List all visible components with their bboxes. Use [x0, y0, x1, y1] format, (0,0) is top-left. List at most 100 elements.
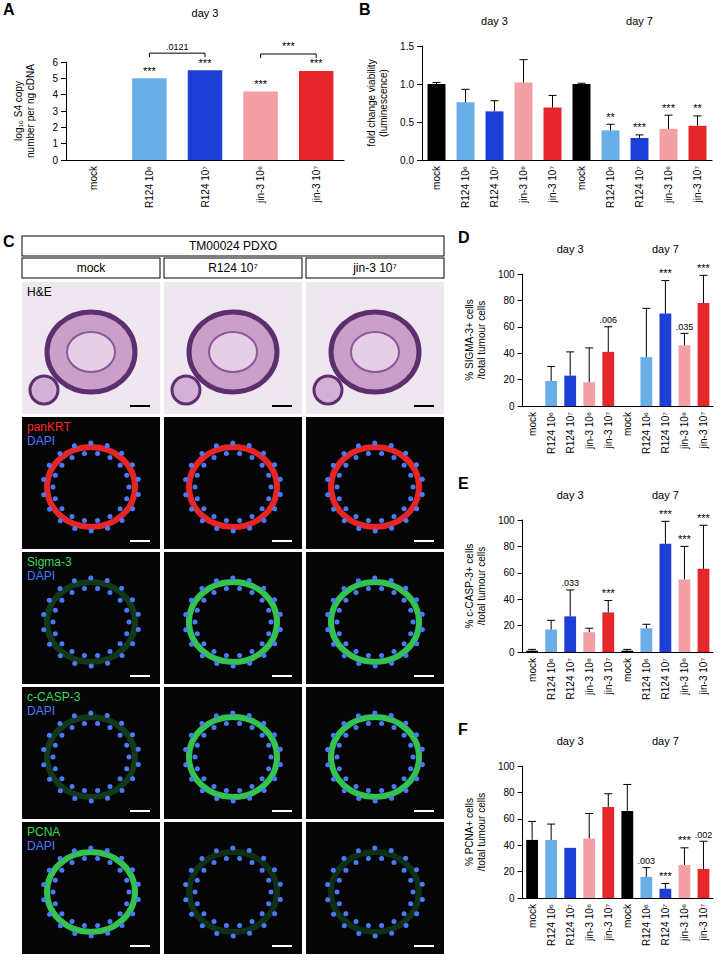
svg-text:100: 100: [498, 761, 515, 772]
svg-text:0.0: 0.0: [400, 155, 414, 166]
svg-text:20: 20: [503, 866, 515, 877]
svg-text:R124 10⁶: R124 10⁶: [641, 904, 652, 946]
svg-text:jin-3 10⁷: jin-3 10⁷: [603, 658, 614, 696]
svg-text:R124 10⁷: R124 10⁷: [565, 658, 576, 700]
svg-text:R124 10⁷: R124 10⁷: [565, 904, 576, 946]
svg-text:60: 60: [503, 813, 515, 824]
svg-text:jin-3 10⁶: jin-3 10⁶: [584, 658, 595, 696]
svg-text:.002: .002: [695, 830, 713, 840]
svg-text:DAPI: DAPI: [27, 704, 55, 718]
svg-text:20: 20: [503, 374, 515, 385]
svg-text:0: 0: [509, 893, 515, 904]
svg-text:R124 10⁷: R124 10⁷: [208, 261, 258, 275]
svg-text:R124 10⁶: R124 10⁶: [641, 658, 652, 700]
svg-text:mock: mock: [77, 261, 107, 275]
svg-text:60: 60: [503, 567, 515, 578]
svg-text:***: ***: [602, 587, 616, 599]
svg-text:2: 2: [52, 122, 58, 133]
svg-text:***: ***: [659, 267, 673, 279]
svg-text:fold change viability: fold change viability: [366, 59, 377, 146]
svg-text:DAPI: DAPI: [27, 839, 55, 853]
svg-text:day 7: day 7: [652, 489, 679, 501]
svg-text:jin-3 10⁶: jin-3 10⁶: [584, 904, 595, 942]
svg-text:R124 10⁶: R124 10⁶: [546, 658, 557, 700]
svg-text:5: 5: [52, 73, 58, 84]
svg-text:/total tumour cells: /total tumour cells: [476, 793, 487, 871]
svg-text:40: 40: [503, 594, 515, 605]
svg-text:R124 10⁷: R124 10⁷: [660, 658, 671, 700]
svg-text:80: 80: [503, 295, 515, 306]
svg-text:day 3: day 3: [557, 735, 584, 747]
svg-text:.035: .035: [676, 322, 694, 332]
svg-text:log₁₀ S4 copy: log₁₀ S4 copy: [13, 81, 24, 141]
svg-text:day 3: day 3: [557, 243, 584, 255]
svg-text:1.0: 1.0: [400, 79, 414, 90]
svg-text:jin-3 10⁶: jin-3 10⁶: [518, 166, 529, 204]
svg-text:mock: mock: [622, 657, 633, 682]
svg-text:0: 0: [52, 155, 58, 166]
svg-text:mock: mock: [622, 903, 633, 928]
svg-text:**: **: [693, 102, 702, 114]
svg-text:100: 100: [498, 269, 515, 280]
svg-text:R124 10⁶: R124 10⁶: [641, 412, 652, 454]
svg-text:jin-3 10⁷: jin-3 10⁷: [692, 166, 703, 204]
svg-text:/total tumour cells: /total tumour cells: [476, 547, 487, 625]
svg-text:number per ng cDNA: number per ng cDNA: [25, 64, 36, 158]
svg-text:panKRT: panKRT: [27, 420, 71, 434]
svg-text:***: ***: [310, 57, 324, 69]
svg-text:.033: .033: [561, 578, 579, 588]
svg-text:day 7: day 7: [652, 735, 679, 747]
svg-text:/total tumour cells: /total tumour cells: [476, 301, 487, 379]
svg-text:R124 10⁶: R124 10⁶: [605, 166, 616, 208]
svg-text:mock: mock: [576, 165, 587, 190]
svg-text:mock: mock: [527, 411, 538, 436]
svg-text:R124 10⁷: R124 10⁷: [489, 166, 500, 208]
svg-text:R124 10⁶: R124 10⁶: [546, 412, 557, 454]
svg-text:R124 10⁷: R124 10⁷: [565, 412, 576, 454]
svg-text:***: ***: [282, 40, 296, 52]
svg-text:.0121: .0121: [166, 42, 189, 52]
svg-text:R124 10⁷: R124 10⁷: [660, 412, 671, 454]
svg-text:R124 10⁶: R124 10⁶: [546, 904, 557, 946]
svg-text:mock: mock: [622, 411, 633, 436]
svg-text:DAPI: DAPI: [27, 434, 55, 448]
svg-text:***: ***: [678, 834, 692, 846]
svg-text:DAPI: DAPI: [27, 569, 55, 583]
svg-text:***: ***: [662, 102, 676, 114]
svg-text:***: ***: [199, 57, 213, 69]
svg-text:jin-3 10⁷: jin-3 10⁷: [547, 166, 558, 204]
svg-text:6: 6: [52, 57, 58, 68]
svg-text:mock: mock: [431, 165, 442, 190]
svg-text:40: 40: [503, 348, 515, 359]
svg-text:***: ***: [697, 512, 711, 524]
svg-text:80: 80: [503, 541, 515, 552]
svg-text:jin-3 10⁷: jin-3 10⁷: [698, 412, 709, 450]
svg-text:0.5: 0.5: [400, 117, 414, 128]
svg-text:**: **: [606, 111, 615, 123]
svg-text:40: 40: [503, 840, 515, 851]
svg-text:3: 3: [52, 106, 58, 117]
svg-text:.006: .006: [600, 315, 618, 325]
svg-text:80: 80: [503, 787, 515, 798]
svg-text:jin-3 10⁶: jin-3 10⁶: [584, 412, 595, 450]
svg-text:jin-3 10⁶: jin-3 10⁶: [679, 904, 690, 942]
svg-text:***: ***: [678, 533, 692, 545]
svg-text:% SIGMA-3+ cells: % SIGMA-3+ cells: [464, 299, 475, 380]
svg-text:***: ***: [659, 508, 673, 520]
svg-text:day 3: day 3: [192, 7, 219, 19]
svg-text:1: 1: [52, 138, 58, 149]
svg-text:PCNA: PCNA: [27, 825, 60, 839]
svg-text:jin-3 10⁷: jin-3 10⁷: [311, 166, 322, 204]
svg-text:H&E: H&E: [27, 285, 52, 299]
svg-text:jin-3 10⁶: jin-3 10⁶: [255, 166, 266, 204]
svg-text:0: 0: [509, 647, 515, 658]
svg-text:day 3: day 3: [481, 15, 508, 27]
svg-text:R124 10⁷: R124 10⁷: [200, 166, 211, 208]
svg-text:TM00024 PDXO: TM00024 PDXO: [189, 239, 277, 253]
svg-text:***: ***: [697, 262, 711, 274]
svg-text:(luminescence): (luminescence): [378, 69, 389, 137]
svg-text:20: 20: [503, 620, 515, 631]
svg-text:day 3: day 3: [557, 489, 584, 501]
svg-text:day 7: day 7: [626, 15, 653, 27]
svg-text:R124 10⁶: R124 10⁶: [460, 166, 471, 208]
